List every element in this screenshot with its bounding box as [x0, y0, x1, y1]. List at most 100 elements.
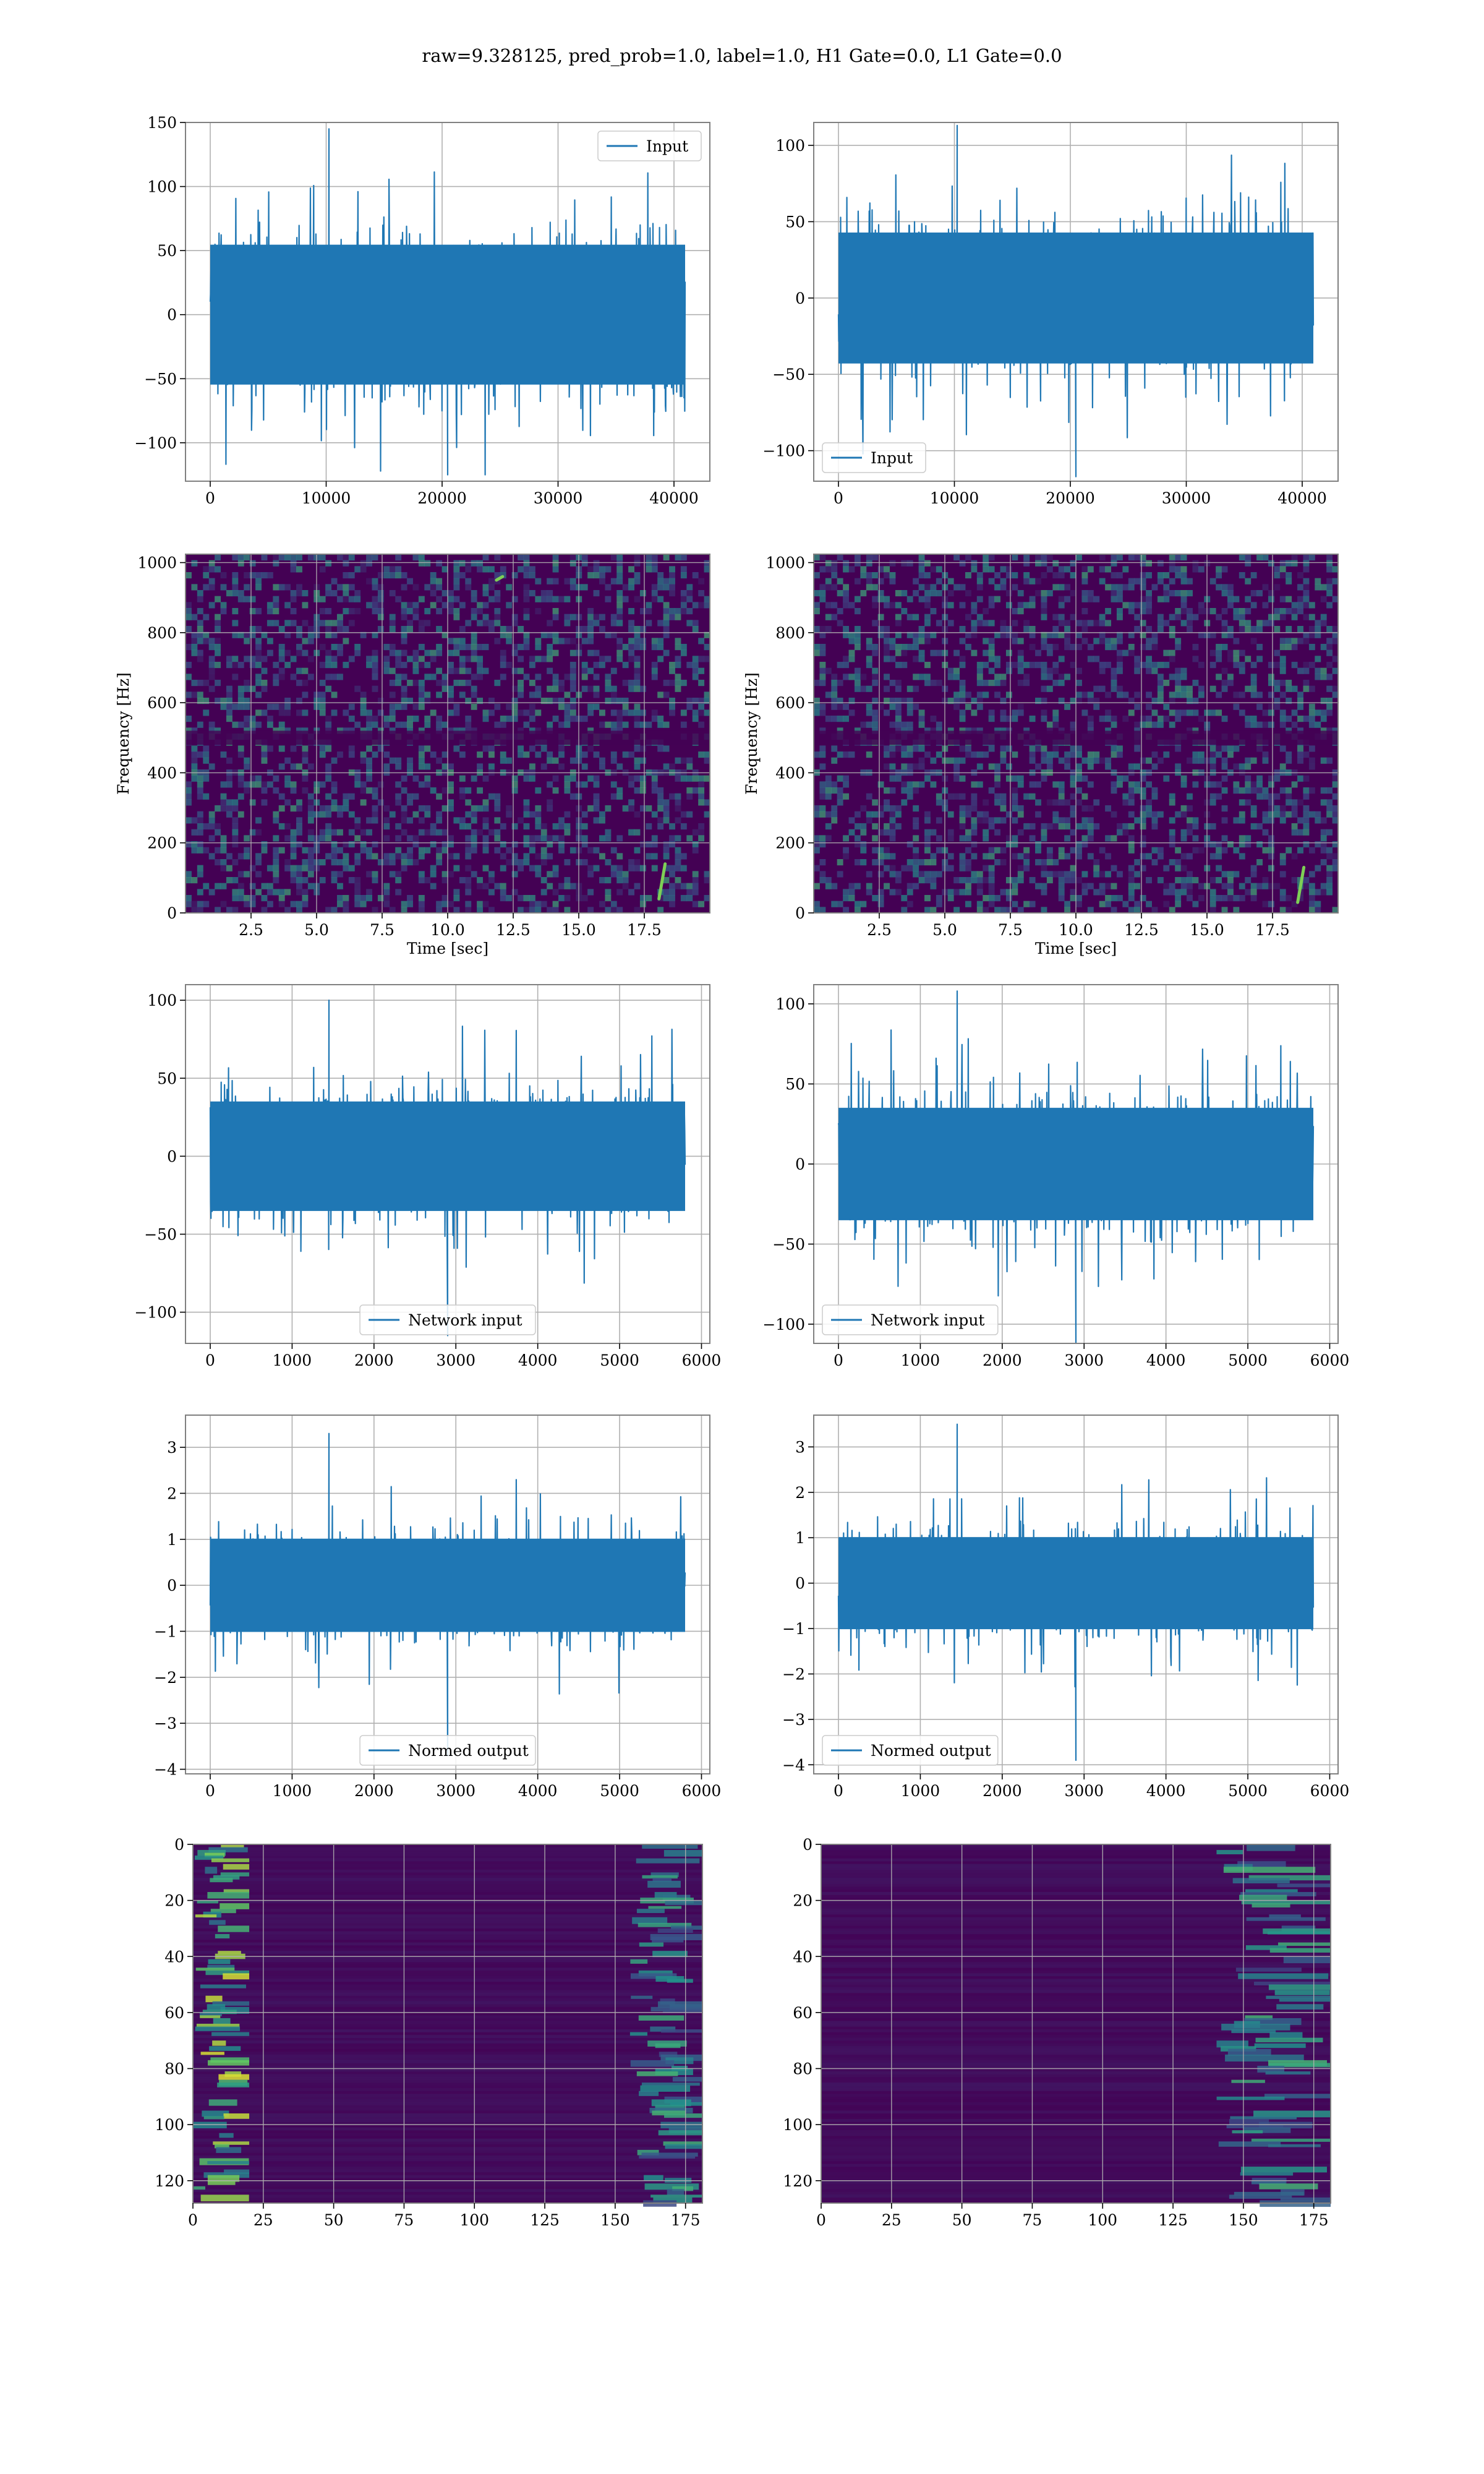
spectrogram-cell: [459, 877, 466, 884]
spectrogram-cell: [237, 554, 244, 561]
spectrogram-cell: [1326, 626, 1333, 633]
spectrogram-cell: [983, 560, 989, 567]
spectrogram-cell: [186, 799, 192, 806]
spectrogram-cell: [1005, 667, 1012, 674]
spectrogram-cell: [535, 871, 542, 878]
spectrogram-cell: [523, 859, 530, 866]
spectrogram-cell: [1058, 602, 1065, 609]
spectrogram-cell: [704, 566, 710, 573]
heatmap-row: [821, 2197, 1331, 2201]
spectrogram-cell: [854, 883, 861, 889]
spectrogram-cell: [610, 578, 617, 584]
spectrogram-cell: [959, 656, 966, 662]
spectrogram-cell: [866, 871, 872, 878]
spectrogram-cell: [1146, 560, 1152, 567]
spectrogram-cell: [319, 781, 326, 788]
spectrogram-cell: [924, 811, 931, 818]
spectrogram-cell: [889, 829, 896, 836]
spectrogram-cell: [372, 662, 378, 669]
x-tick-label: 40000: [649, 489, 699, 507]
spectrogram-cell: [1058, 871, 1065, 878]
spectrogram-cell: [895, 602, 902, 609]
spectrogram-cell: [186, 691, 192, 698]
spectrogram-cell: [959, 793, 966, 800]
spectrogram-cell: [889, 805, 896, 812]
spectrogram-cell: [331, 674, 338, 680]
spectrogram-cell: [819, 590, 826, 597]
spectrogram-cell: [959, 560, 966, 567]
spectrogram-cell: [1187, 685, 1193, 692]
spectrogram-cell: [976, 907, 983, 914]
spectrogram-cell: [232, 572, 239, 579]
spectrogram-cell: [552, 566, 559, 573]
spectrogram-cell: [622, 644, 629, 651]
spectrogram-cell: [663, 799, 670, 806]
heatmap-streak: [667, 2189, 684, 2196]
spectrogram-cell: [587, 614, 594, 620]
spectrogram-cell: [418, 596, 425, 602]
spectrogram-cell: [325, 631, 332, 638]
spectrogram-cell: [616, 614, 623, 620]
heatmap-row: [821, 2012, 1331, 2016]
spectrogram-cell: [249, 596, 256, 602]
spectrogram-cell: [906, 614, 913, 620]
spectrogram-cell: [610, 757, 617, 764]
spectrogram-cell: [1116, 614, 1123, 620]
heatmap-row: [821, 1883, 1331, 1887]
spectrogram-cell: [255, 859, 262, 866]
spectrogram-cell: [854, 680, 861, 687]
spectrogram-cell: [628, 680, 635, 687]
spectrogram-cell: [1099, 757, 1106, 764]
spectrogram-cell: [255, 889, 262, 896]
spectrogram-cell: [593, 614, 600, 620]
spectrogram-cell: [1308, 662, 1315, 669]
spectrogram-cell: [1239, 572, 1245, 579]
spectrogram-cell: [325, 829, 332, 836]
y-tick-label: −50: [144, 1225, 177, 1243]
spectrogram-cell: [540, 835, 547, 842]
spectrogram-cell: [930, 584, 937, 591]
spectrogram-cell: [1157, 626, 1164, 633]
spectrogram-feature: [495, 575, 505, 582]
spectrogram-cell: [267, 608, 273, 615]
spectrogram-cell: [331, 805, 338, 812]
spectrogram-cell: [273, 727, 279, 734]
spectrogram-cell: [1227, 895, 1234, 902]
spectrogram-cell: [471, 631, 477, 638]
spectrogram-cell: [1198, 662, 1205, 669]
spectrogram-cell: [1216, 649, 1222, 656]
spectrogram-cell: [1070, 751, 1077, 758]
spectrogram-cell: [1326, 578, 1333, 584]
spectrogram-cell: [1041, 889, 1047, 896]
spectrogram-cell: [552, 674, 559, 680]
spectrogram-cell: [988, 680, 995, 687]
spectrogram-cell: [663, 745, 670, 752]
spectrogram-cell: [884, 787, 890, 794]
spectrogram-cell: [191, 907, 198, 914]
spectrogram-cell: [500, 889, 506, 896]
spectrogram-cell: [704, 871, 710, 878]
heatmap-streak: [219, 2133, 234, 2138]
heatmap-streak: [641, 2152, 698, 2157]
heatmap-streak: [1269, 1948, 1331, 1953]
spectrogram-cell: [819, 709, 826, 716]
heatmap-row: [193, 1864, 702, 1867]
spectrogram-cell: [448, 709, 454, 716]
spectrogram-cell: [1076, 620, 1082, 627]
spectrogram-cell: [506, 703, 513, 710]
spectrogram-cell: [284, 698, 291, 704]
spectrogram-cell: [1198, 631, 1205, 638]
spectrogram-cell: [1041, 590, 1047, 597]
spectrogram-cell: [395, 680, 402, 687]
spectrogram-cell: [255, 775, 262, 782]
spectrogram-cell: [889, 572, 896, 579]
spectrogram-cell: [372, 649, 378, 656]
spectrogram-cell: [924, 620, 931, 627]
spectrogram-cell: [1046, 859, 1053, 866]
spectrogram-cell: [1216, 674, 1222, 680]
heatmap-row: [821, 1975, 1331, 1979]
heatmap-row: [193, 2074, 702, 2078]
spectrogram-cell: [1180, 889, 1187, 896]
spectrogram-cell: [866, 656, 872, 662]
spectrogram-cell: [360, 829, 367, 836]
